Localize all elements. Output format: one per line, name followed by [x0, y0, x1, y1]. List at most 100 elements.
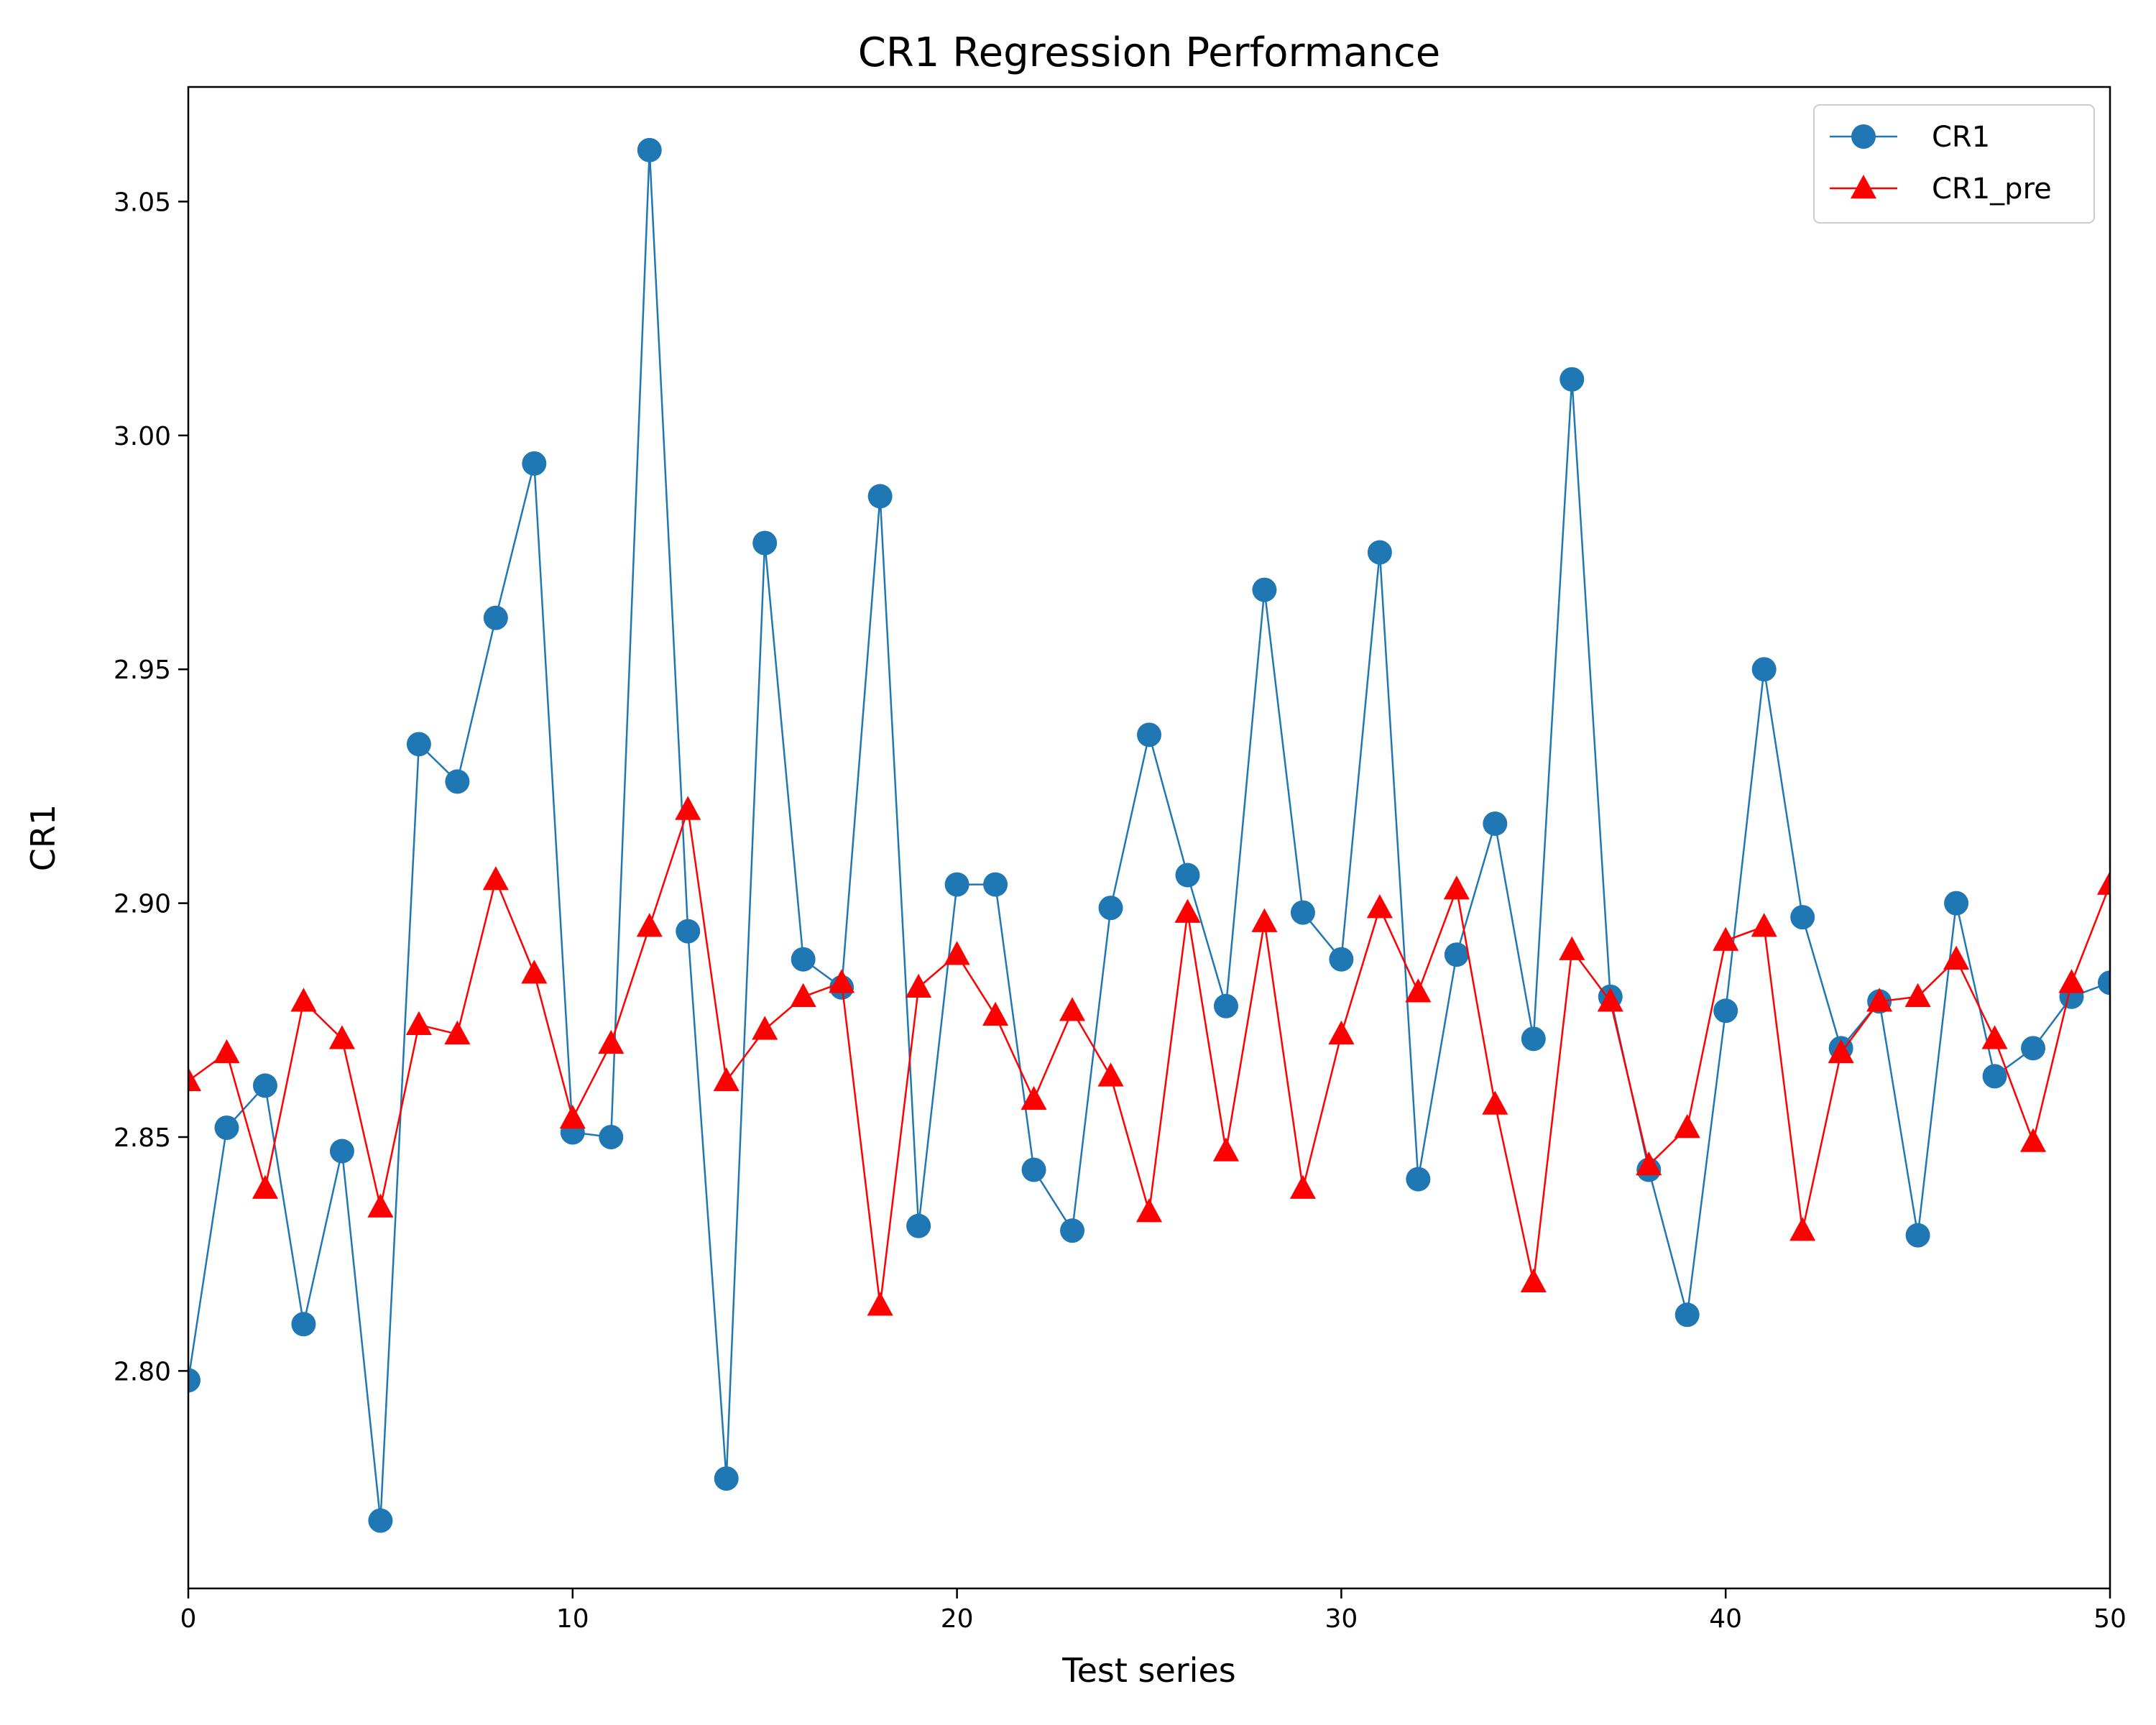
- data-point-cr1: [714, 1466, 739, 1491]
- data-point-cr1-pre: [2058, 969, 2085, 993]
- data-point-cr1-pre: [1212, 1137, 1240, 1162]
- data-point-cr1: [1175, 862, 1200, 888]
- data-point-cr1-pre: [1366, 894, 1393, 919]
- data-point-cr1: [867, 484, 893, 509]
- data-point-cr1: [1137, 722, 1161, 748]
- data-point-cr1-pre: [1828, 1039, 1854, 1064]
- data-point-cr1: [983, 872, 1008, 897]
- data-point-cr1-pre: [867, 1292, 893, 1316]
- data-point-cr1-pre: [1520, 1268, 1547, 1292]
- data-point-cr1: [483, 605, 508, 630]
- data-point-cr1-pre: [405, 1011, 432, 1036]
- data-point-cr1: [214, 1115, 239, 1140]
- data-point-cr1-pre: [1289, 1174, 1316, 1199]
- data-point-cr1-pre: [675, 796, 701, 820]
- data-point-cr1: [1790, 905, 1815, 930]
- data-point-cr1: [637, 137, 662, 162]
- data-point-cr1-pre: [1674, 1113, 1700, 1138]
- data-point-cr1: [1021, 1157, 1046, 1182]
- data-point-cr1-pre: [482, 866, 509, 891]
- data-point-cr1-pre: [559, 1104, 586, 1129]
- data-point-cr1-pre: [790, 983, 816, 1008]
- data-point-cr1: [1713, 998, 1738, 1024]
- legend-marker-cr1: [1851, 124, 1876, 149]
- data-point-cr1-pre: [1789, 1217, 1816, 1241]
- data-point-cr1: [252, 1073, 277, 1098]
- data-point-cr1-pre: [290, 988, 317, 1012]
- data-point-cr1: [1483, 811, 1508, 836]
- data-point-cr1-pre: [1059, 997, 1086, 1021]
- data-point-cr1: [1252, 577, 1277, 602]
- legend-marker-cr1-pre: [1850, 175, 1877, 199]
- data-point-cr1: [1905, 1223, 1930, 1248]
- data-point-cr1-pre: [1097, 1062, 1124, 1087]
- data-point-cr1: [1521, 1026, 1546, 1052]
- legend: CR1 CR1_pre: [1813, 104, 2095, 224]
- data-point-cr1: [1560, 367, 1585, 392]
- x-tick-label: 50: [2093, 1604, 2127, 1634]
- data-point-cr1: [1944, 891, 1969, 916]
- data-point-cr1-pre: [188, 1067, 202, 1092]
- legend-label-cr1-pre: CR1_pre: [1932, 172, 2052, 206]
- data-point-cr1-pre: [444, 1020, 471, 1045]
- data-point-cr1: [791, 947, 816, 972]
- data-point-cr1-pre: [1251, 908, 1278, 932]
- legend-box: [1813, 104, 2095, 224]
- plot-area: [188, 137, 2110, 1533]
- y-tick-label: 2.90: [114, 890, 171, 919]
- data-point-cr1-pre: [906, 973, 932, 998]
- data-point-cr1: [676, 919, 701, 944]
- data-point-cr1-pre: [1981, 1025, 2008, 1049]
- y-tick-label: 2.95: [114, 656, 171, 685]
- data-point-cr1: [1290, 900, 1315, 925]
- data-point-cr1-pre: [713, 1067, 740, 1092]
- data-point-cr1-pre: [521, 960, 548, 984]
- data-point-cr1-pre: [1597, 988, 1623, 1012]
- data-point-cr1: [599, 1124, 624, 1149]
- data-point-cr1: [1329, 947, 1354, 972]
- data-point-cr1-pre: [1559, 936, 1585, 960]
- data-point-cr1: [1406, 1167, 1431, 1192]
- data-point-cr1: [291, 1312, 316, 1337]
- data-point-cr1-pre: [1328, 1020, 1355, 1045]
- data-point-cr1: [944, 872, 969, 897]
- data-point-cr1-pre: [1713, 926, 1739, 951]
- data-point-cr1-pre: [2096, 870, 2110, 895]
- data-point-cr1-pre: [1943, 945, 1970, 970]
- data-point-cr1-pre: [1866, 988, 1893, 1012]
- data-point-cr1-pre: [944, 941, 970, 965]
- data-point-cr1: [329, 1138, 354, 1164]
- y-tick-label: 2.80: [114, 1357, 171, 1386]
- data-point-cr1: [2021, 1036, 2046, 1061]
- data-point-cr1-pre: [1174, 898, 1201, 923]
- data-point-cr1-pre: [598, 1029, 625, 1054]
- data-point-cr1-pre: [1443, 875, 1470, 900]
- data-point-cr1-pre: [252, 1174, 279, 1199]
- data-point-cr1-pre: [213, 1039, 240, 1064]
- data-point-cr1: [368, 1508, 393, 1533]
- series-cr1-pre: [188, 796, 2110, 1316]
- data-point-cr1-pre: [1482, 1090, 1508, 1115]
- ticks: 0 10 20 30 40 50 2.80 2.85 2.90 2.95 3.00 3.05: [114, 188, 2127, 1634]
- x-tick-label: 40: [1709, 1604, 1742, 1634]
- data-point-cr1: [1060, 1218, 1085, 1243]
- data-point-cr1-pre: [752, 1016, 778, 1040]
- x-tick-label: 20: [941, 1604, 974, 1634]
- data-point-cr1-pre: [636, 913, 663, 937]
- data-point-cr1-pre: [367, 1193, 394, 1218]
- data-point-cr1: [445, 769, 470, 794]
- x-tick-label: 0: [180, 1604, 197, 1634]
- data-point-cr1: [906, 1213, 931, 1238]
- data-point-cr1-pre: [982, 1001, 1009, 1026]
- data-point-cr1-pre: [1021, 1085, 1047, 1110]
- x-axis-label: Test series: [1061, 1651, 1235, 1690]
- data-point-cr1-pre: [1135, 1198, 1163, 1223]
- x-tick-label: 30: [1325, 1604, 1358, 1634]
- data-point-cr1-pre: [829, 969, 855, 993]
- y-tick-label: 3.05: [114, 188, 171, 217]
- data-point-cr1-pre: [1751, 913, 1777, 937]
- data-point-cr1: [1444, 942, 1469, 967]
- legend-label-cr1: CR1: [1932, 121, 1990, 154]
- y-tick-label: 3.00: [114, 422, 171, 451]
